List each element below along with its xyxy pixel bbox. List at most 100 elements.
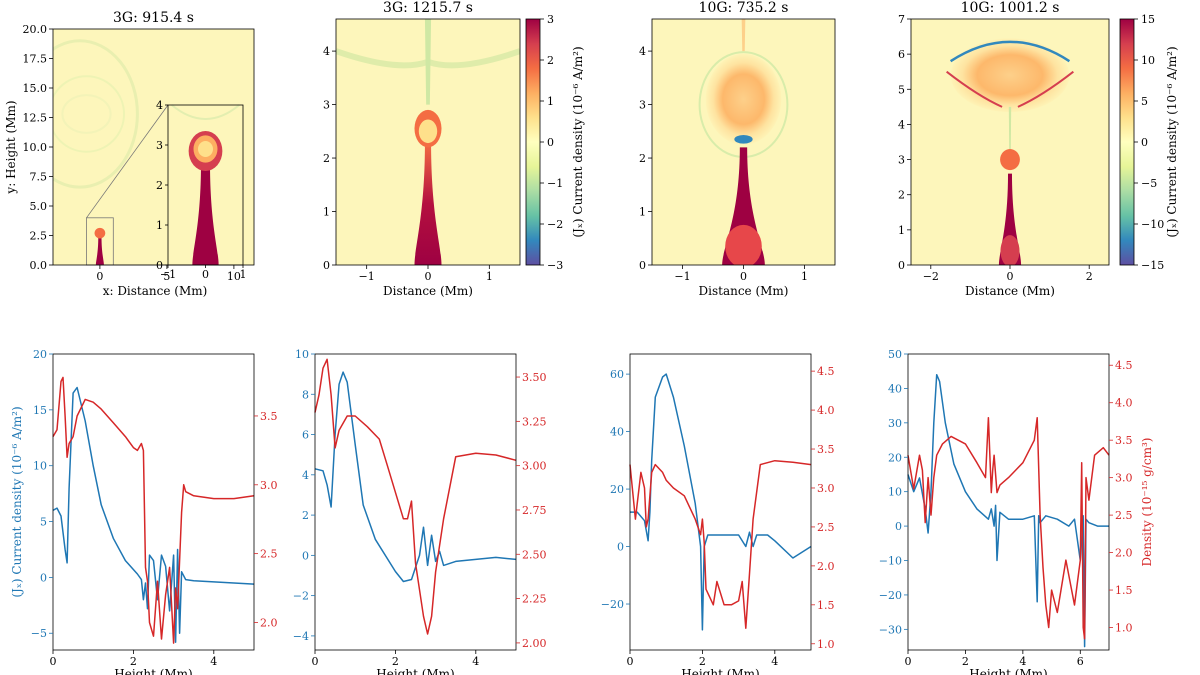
- y-tick-label: 2: [639, 152, 646, 165]
- mid-current-sheet: [1008, 106, 1012, 150]
- colorbar-label: (Jₓ) Current density (10⁻⁶ A/m²): [1165, 46, 1179, 237]
- right-y-tick-label: 3.0: [1115, 472, 1133, 485]
- line-chart-line1: 0 2 4 20 15 10 5 0 −5 3.5 3.0 2.5 2.0 Height (Mm) (Jₓ)…: [10, 348, 278, 675]
- x-tick-label: 0: [96, 270, 103, 283]
- axes-frame: [314, 353, 517, 651]
- heatmap-map2: −1 0 1 0 1 2 3 4 3G: 1215.7 s Distance (Mm) 3 2 1 0 −1…: [323, 0, 585, 298]
- y-tick-label: 2.5: [30, 230, 48, 243]
- right-y-tick-label: 2.75: [522, 504, 547, 517]
- x-tick-label: 4: [472, 655, 479, 668]
- left-y-tick-label: 0: [40, 571, 47, 584]
- left-y-tick-label: 40: [888, 382, 902, 395]
- plasmoid-core: [418, 119, 438, 144]
- right-y-tick-label: 2.5: [1115, 509, 1133, 522]
- right-y-tick-label: 2.50: [522, 548, 547, 561]
- current-shell-core: [61, 94, 112, 134]
- x-tick-label: 4: [771, 655, 778, 668]
- colorbar-tick-label: −10: [1141, 218, 1164, 231]
- y-tick-label: 3: [639, 99, 646, 112]
- x-axis-label: Height (Mm): [376, 667, 454, 675]
- left-y-tick-label: 6: [302, 429, 309, 442]
- x-axis-label: Height (Mm): [969, 667, 1047, 675]
- y-tick-label: 1: [639, 206, 646, 219]
- current-shell: [53, 39, 139, 189]
- y-tick-label: 2: [898, 189, 905, 202]
- y-tick-label: 5.0: [30, 200, 48, 213]
- left-y-tick-label: −4: [293, 630, 309, 643]
- x-tick-label: 2: [1086, 270, 1093, 283]
- y-tick-label: 12.5: [23, 112, 48, 125]
- inset-x-tick-label: 0: [202, 268, 209, 281]
- chart-title: 3G: 915.4 s: [113, 10, 194, 26]
- x-tick-label: −1: [674, 270, 690, 283]
- left-y-tick-label: 0: [617, 541, 624, 554]
- right-y-tick-label: 4.0: [817, 404, 835, 417]
- left-y-tick-label: 40: [610, 426, 624, 439]
- inset-plasmoid-core: [198, 141, 213, 157]
- x-tick-label: 5: [163, 270, 170, 283]
- current-shell-left: [946, 70, 1003, 108]
- chart-title: 3G: 1215.7 s: [383, 0, 473, 16]
- heatmap-field: [336, 19, 520, 265]
- right-y-tick-label: 4.5: [817, 365, 835, 378]
- right-y-tick-label: 1.0: [817, 638, 835, 651]
- colorbar-tick-label: 0: [1141, 136, 1148, 149]
- left-y-tick-label: −30: [879, 623, 902, 636]
- inset-y-tick-label: 3: [156, 139, 163, 152]
- plasmoid: [950, 38, 1070, 113]
- colorbar-tick-label: 0: [547, 136, 554, 149]
- heatmap-field: [946, 38, 1074, 265]
- x-axis-label: Distance (Mm): [965, 284, 1055, 298]
- colorbar-tick-label: −1: [547, 177, 563, 190]
- x-axis-label: Distance (Mm): [699, 284, 789, 298]
- x-tick-label: 4: [210, 655, 217, 668]
- x-axis-label: x: Distance (Mm): [103, 284, 208, 298]
- inset-y-tick-label: 0: [156, 259, 163, 272]
- y-tick-label: 7.5: [30, 171, 48, 184]
- y-tick-label: 4: [323, 45, 330, 58]
- x-tick-label: 2: [130, 655, 137, 668]
- inset-y-tick-label: 2: [156, 179, 163, 192]
- left-y-tick-label: 5: [40, 516, 47, 529]
- left-y-tick-label: 20: [888, 451, 902, 464]
- right-y-tick-label: 2.00: [522, 637, 547, 650]
- axes-frame: [52, 353, 255, 651]
- x-axis-label: Height (Mm): [114, 667, 192, 675]
- x-tick-label: 1: [486, 270, 493, 283]
- colorbar-tick-label: 5: [1141, 95, 1148, 108]
- right-y-tick-label: 3.5: [1115, 434, 1133, 447]
- heatmap-map4: −2 0 2 0 1 2 3 4 5 6 7 10G: 1001.2 s Distance (Mm) 15…: [898, 0, 1179, 298]
- y-tick-label: 4: [639, 45, 646, 58]
- y-tick-label: 0: [323, 259, 330, 272]
- right-y-tick-label: 3.00: [522, 460, 547, 473]
- left-y-tick-label: 10: [295, 348, 309, 361]
- current-shell-right: [1017, 70, 1074, 108]
- axes-frame: [629, 353, 812, 651]
- x-point: [734, 135, 753, 144]
- left-y-tick-label: 0: [895, 520, 902, 533]
- inset-y-tick-label: 1: [156, 219, 163, 232]
- y-tick-label: 3: [898, 154, 905, 167]
- series-line-density: [52, 376, 255, 644]
- inset-x-tick-label: 1: [240, 268, 247, 281]
- right-y-tick-label: 2.0: [1115, 547, 1133, 560]
- x-tick-label: 1: [801, 270, 808, 283]
- y-tick-label: 5: [898, 83, 905, 96]
- plasmoid: [705, 53, 782, 145]
- series-line-current-density: [314, 371, 517, 583]
- series-line-density: [314, 358, 517, 635]
- left-y-tick-label: 15: [33, 404, 47, 417]
- right-y-tick-label: 3.50: [522, 371, 547, 384]
- x-axis-label: Distance (Mm): [383, 284, 473, 298]
- inset-y-tick-label: 4: [156, 99, 163, 112]
- y-tick-label: 3: [323, 99, 330, 112]
- y-tick-label: 20.0: [23, 23, 48, 36]
- left-y-tick-label: 2: [302, 509, 309, 522]
- current-shell-inner: [53, 75, 126, 153]
- footpoint-core: [725, 224, 762, 265]
- right-y-tick-label: 1.5: [1115, 584, 1133, 597]
- x-tick-label: 0: [627, 655, 634, 668]
- left-y-tick-label: −20: [601, 598, 624, 611]
